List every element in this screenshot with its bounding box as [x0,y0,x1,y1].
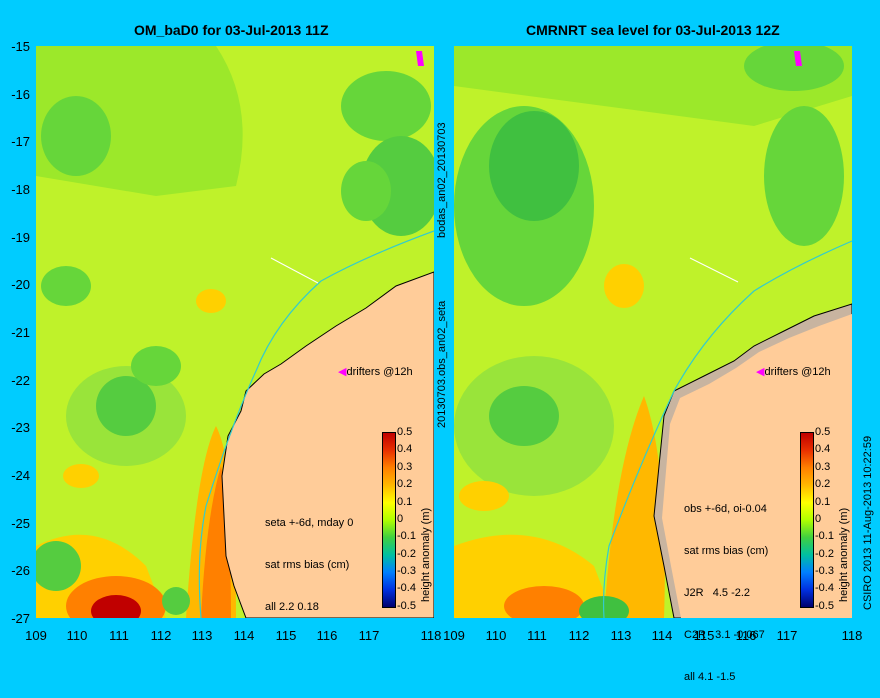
x-tick-label: 112 [568,628,590,643]
x-tick-label: 110 [485,628,507,643]
colorbar-tick: 0.4 [397,443,413,455]
left-colorbar [382,432,396,608]
colorbar-label: height anomaly (m) [420,507,432,602]
colorbar-tick: -0.5 [397,600,416,612]
left-panel-title: OM_baD0 for 03-Jul-2013 11Z [134,22,329,38]
colorbar-tick: 0.3 [815,461,831,473]
colorbar-tick: 0.1 [397,496,413,508]
y-tick-label: -27 [11,611,30,626]
x-tick-label: 110 [66,628,88,643]
colorbar-tick: 0.1 [815,496,831,508]
x-tick-label: 114 [233,628,255,643]
y-tick-label: -15 [11,39,30,54]
colorbar-tick: 0.3 [397,461,413,473]
right-colorbar [800,432,814,608]
x-tick-label: 116 [735,628,757,643]
colorbar-tick: -0.2 [815,548,834,560]
right-map [454,46,852,618]
colorbar-tick: -0.5 [815,600,834,612]
colorbar-tick: 0.2 [397,478,413,490]
colorbar-tick: -0.3 [815,565,834,577]
y-tick-label: -26 [11,563,30,578]
y-tick-label: -23 [11,420,30,435]
obs-file-label: 20130703.obs_an02_seta [436,300,448,428]
x-tick-label: 116 [316,628,338,643]
x-tick-label: 118 [420,628,442,643]
left-map [36,46,434,618]
y-tick-label: -25 [11,516,30,531]
colorbar-tick: 0 [815,513,822,525]
x-tick-label: 115 [275,628,297,643]
colorbar-tick: -0.3 [397,565,416,577]
y-tick-label: -20 [11,277,30,292]
colorbar-tick: -0.1 [815,530,834,542]
model-run-label: bodas_an02_20130703 [436,122,448,238]
y-tick-label: -16 [11,87,30,102]
y-tick-label: -17 [11,134,30,149]
left-stats-text: seta +-6d, mday 0 sat rms bias (cm) all … [265,517,354,613]
colorbar-tick: 0.5 [397,426,413,438]
x-tick-label: 117 [776,628,798,643]
x-tick-label: 112 [150,628,172,643]
colorbar-tick: 0.2 [815,478,831,490]
right-stats-text: obs +-6d, oi-0.04 sat rms bias (cm) J2R … [684,503,769,683]
x-tick-label: 109 [443,628,465,643]
right-panel-title: CMRNRT sea level for 03-Jul-2013 12Z [526,22,780,38]
y-tick-label: -24 [11,468,30,483]
colorbar-tick: 0.5 [815,426,831,438]
x-tick-label: 111 [527,628,547,643]
x-tick-label: 109 [25,628,47,643]
y-tick-label: -18 [11,182,30,197]
drifters-label-left: ◀drifters @12h [338,366,413,378]
colorbar-tick: -0.4 [397,582,416,594]
colorbar-tick: 0 [397,513,404,525]
drifters-label-right: ◀drifters @12h [756,366,831,378]
copyright-label: CSIRO 2013 11-Aug-2013 10:22:59 [862,435,874,610]
colorbar-tick: -0.1 [397,530,416,542]
drifter-arrow-icon: ◀ [338,366,347,378]
y-tick-label: -22 [11,373,30,388]
x-tick-label: 117 [358,628,380,643]
y-tick-label: -19 [11,230,30,245]
y-tick-label: -21 [11,325,30,340]
x-tick-label: 114 [651,628,673,643]
colorbar-label: height anomaly (m) [838,507,850,602]
colorbar-tick: -0.2 [397,548,416,560]
x-tick-label: 115 [693,628,715,643]
x-tick-label: 113 [610,628,632,643]
drifter-arrow-icon: ◀ [756,366,765,378]
colorbar-tick: -0.4 [815,582,834,594]
x-tick-label: 111 [109,628,129,643]
colorbar-tick: 0.4 [815,443,831,455]
x-tick-label: 118 [841,628,863,643]
x-tick-label: 113 [191,628,213,643]
